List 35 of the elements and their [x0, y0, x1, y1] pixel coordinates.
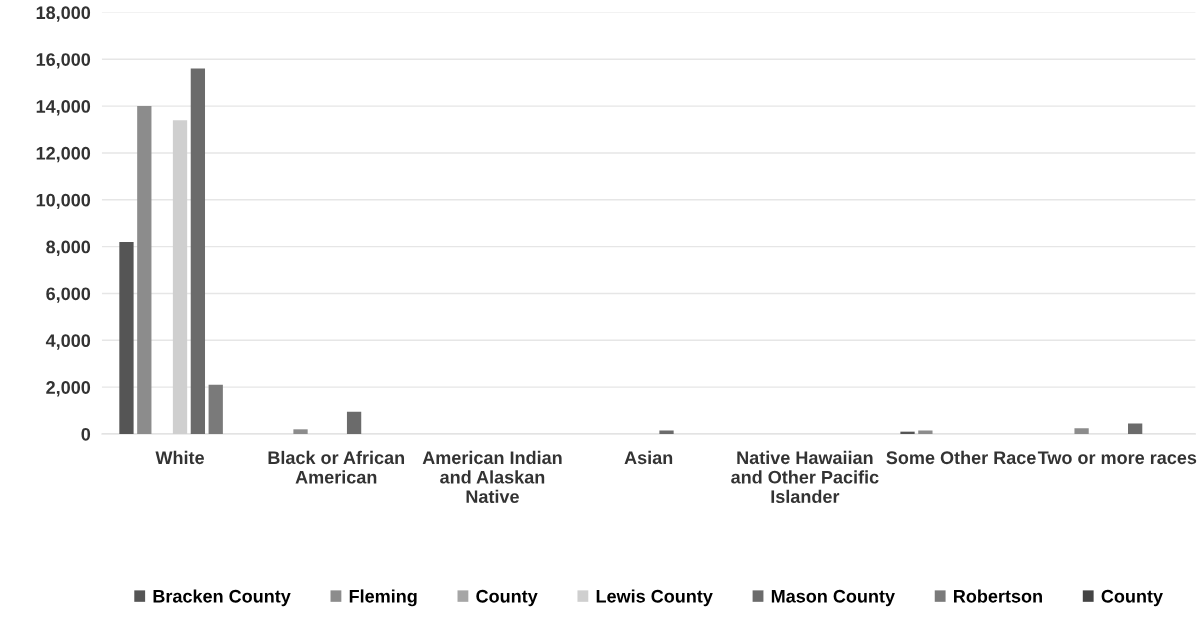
- legend-label: Fleming: [349, 589, 417, 607]
- x-tick-label: Two or more races: [1037, 451, 1197, 465]
- bar: [208, 384, 223, 434]
- bar: [119, 241, 134, 434]
- y-tick-label: 16,000: [36, 53, 91, 69]
- legend-label: County: [1101, 589, 1163, 607]
- y-tick-label: 14,000: [36, 100, 91, 116]
- bar: [659, 430, 674, 434]
- legend-label: Bracken County: [153, 589, 291, 607]
- y-tick-label: 8,000: [46, 240, 91, 256]
- bar: [137, 106, 152, 434]
- x-tick-label: Native Hawaiian and Other Pacific Islander: [731, 450, 879, 504]
- x-tick-label: Some Other Race: [886, 450, 1036, 465]
- bar: [918, 430, 933, 434]
- x-tick-label: Asian: [624, 450, 673, 465]
- y-tick-label: 6,000: [46, 287, 91, 303]
- bar: [346, 411, 362, 434]
- y-tick-label: 18,000: [36, 6, 91, 22]
- x-tick-label: American Indian and Alaskan Native: [422, 450, 562, 504]
- bar: [293, 429, 308, 434]
- legend-label: County: [476, 589, 538, 607]
- bar: [900, 431, 915, 434]
- bar: [1074, 428, 1089, 434]
- y-tick-label: 4,000: [45, 334, 91, 350]
- bar: [1128, 423, 1143, 434]
- y-tick-label: 10,000: [36, 193, 91, 210]
- legend-label: Robertson: [954, 589, 1042, 603]
- x-tick-label: Black or African American: [268, 450, 405, 484]
- x-tick-label: White: [155, 450, 204, 465]
- y-tick-label: 12,000: [36, 146, 91, 163]
- bar: [190, 68, 206, 434]
- y-tick-label: 2,000: [46, 381, 91, 397]
- y-tick-label: 0: [81, 427, 91, 441]
- legend-label: Mason County: [771, 589, 895, 607]
- legend-label: Lewis County: [596, 589, 713, 607]
